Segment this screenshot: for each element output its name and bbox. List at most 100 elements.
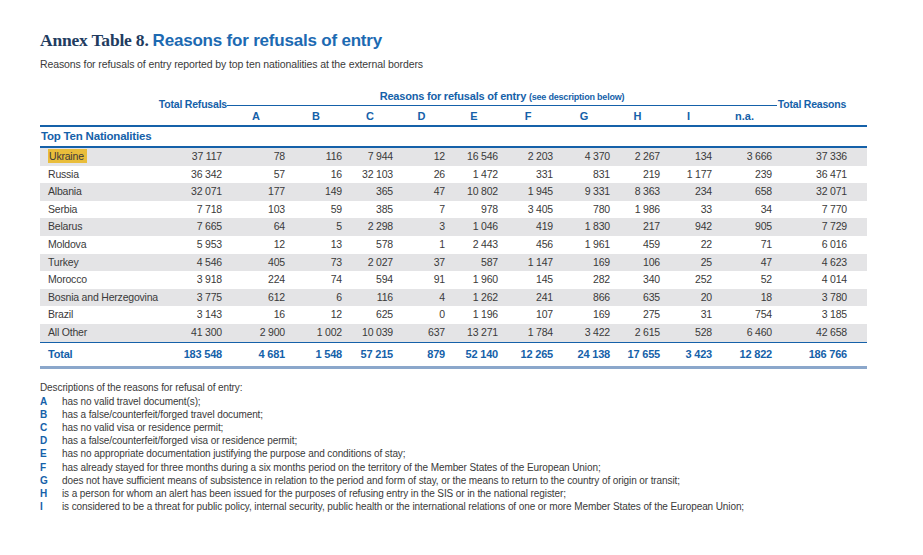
reasons-span-title: Reasons for refusals of entry <box>380 90 526 102</box>
col-header-letter-A: A <box>227 110 290 122</box>
table-cell: 3 185 <box>777 306 867 324</box>
table-cell: 219 <box>615 166 665 184</box>
col-header-letter-na: n.a. <box>717 110 777 122</box>
description-text: does not have sufficient means of subsis… <box>62 474 923 487</box>
total-cell: 12 265 <box>503 343 558 366</box>
table-cell: 6 460 <box>717 324 777 342</box>
total-cell: 3 423 <box>665 343 717 366</box>
table-row-turkey: Turkey4 546405732 027375871 147169106254… <box>40 254 867 272</box>
table-cell: 365 <box>347 183 398 201</box>
table-cell: 2 615 <box>615 324 665 342</box>
col-header-letter-F: F <box>503 110 558 122</box>
table-cell: 134 <box>665 148 717 166</box>
table-cell: 7 665 <box>165 218 227 236</box>
table-cell: 528 <box>665 324 717 342</box>
table-row-russia: Russia36 342571632 103261 4723318312191 … <box>40 166 867 184</box>
description-item-C: Chas no valid visa or residence permit; <box>40 421 923 434</box>
table-cell: 32 071 <box>777 183 867 201</box>
table-cell: 116 <box>347 289 398 307</box>
table-cell: 7 718 <box>165 201 227 219</box>
total-row-label: Total <box>40 343 165 366</box>
table-cell: 1 <box>398 236 450 254</box>
description-letter: C <box>40 421 62 434</box>
table-cell: 8 363 <box>615 183 665 201</box>
table-cell: 2 027 <box>347 254 398 272</box>
total-cell: 879 <box>398 343 450 366</box>
description-letter: G <box>40 474 62 487</box>
description-letter: F <box>40 461 62 474</box>
page-header: Annex Table 8.Reasons for refusals of en… <box>40 30 923 70</box>
table-cell: 612 <box>227 289 290 307</box>
table-cell: 26 <box>398 166 450 184</box>
table-cell: 1 945 <box>503 183 558 201</box>
table-cell: 149 <box>290 183 347 201</box>
table-cell: 978 <box>450 201 503 219</box>
table-cell: 3 <box>398 218 450 236</box>
table-cell: 224 <box>227 271 290 289</box>
col-header-letter-G: G <box>558 110 615 122</box>
row-label-ukraine: Ukraine <box>40 148 165 166</box>
table-cell: 831 <box>558 166 615 184</box>
table-cell: 16 <box>227 306 290 324</box>
description-text: has a false/counterfeit/forged travel do… <box>62 408 923 421</box>
table-cell: 13 271 <box>450 324 503 342</box>
table-cell: 47 <box>717 254 777 272</box>
table-cell: 456 <box>503 236 558 254</box>
col-header-total-refusals: Total Refusals <box>159 98 227 110</box>
table-cell: 866 <box>558 289 615 307</box>
table-cell: 13 <box>290 236 347 254</box>
total-cell: 4 681 <box>227 343 290 366</box>
table-cell: 37 <box>398 254 450 272</box>
table-bottom-rule <box>40 366 867 369</box>
table-row-albania: Albania32 0711771493654710 8021 9459 331… <box>40 183 867 201</box>
table-cell: 217 <box>615 218 665 236</box>
table-cell: 4 370 <box>558 148 615 166</box>
description-item-H: His a person for whom an alert has been … <box>40 487 923 500</box>
refusals-table: Total Refusals Reasons for refusals of e… <box>40 83 867 369</box>
table-cell: 25 <box>665 254 717 272</box>
table-cell: 36 342 <box>165 166 227 184</box>
table-cell: 1 830 <box>558 218 615 236</box>
table-cell: 22 <box>665 236 717 254</box>
table-row-morocco: Morocco3 91822474594911 9601452823402525… <box>40 271 867 289</box>
description-text: has no valid visa or residence permit; <box>62 421 923 434</box>
description-text: has already stayed for three months duri… <box>62 461 923 474</box>
table-cell: 4 014 <box>777 271 867 289</box>
table-cell: 252 <box>665 271 717 289</box>
description-letter: I <box>40 500 62 513</box>
descriptions-title: Descriptions of the reasons for refusal … <box>40 382 923 393</box>
table-cell: 3 666 <box>717 148 777 166</box>
total-cell: 186 766 <box>777 343 867 366</box>
table-cell: 73 <box>290 254 347 272</box>
table-cell: 1 147 <box>503 254 558 272</box>
table-cell: 33 <box>665 201 717 219</box>
table-cell: 340 <box>615 271 665 289</box>
table-cell: 754 <box>717 306 777 324</box>
description-letter: D <box>40 434 62 447</box>
table-cell: 282 <box>558 271 615 289</box>
table-cell: 31 <box>665 306 717 324</box>
table-body: Ukraine37 117781167 9441216 5462 2034 37… <box>40 148 867 342</box>
descriptions: Descriptions of the reasons for refusal … <box>40 382 923 514</box>
row-label-albania: Albania <box>40 183 165 201</box>
table-cell: 6 <box>290 289 347 307</box>
description-item-G: Gdoes not have sufficient means of subsi… <box>40 474 923 487</box>
col-header-reasons-span: Reasons for refusals of entry (see descr… <box>227 90 777 106</box>
table-cell: 7 944 <box>347 148 398 166</box>
table-cell: 780 <box>558 201 615 219</box>
table-cell: 18 <box>717 289 777 307</box>
table-cell: 20 <box>665 289 717 307</box>
table-row-ukraine: Ukraine37 117781167 9441216 5462 2034 37… <box>40 148 867 166</box>
description-text: has no appropriate documentation justify… <box>62 447 923 460</box>
table-cell: 942 <box>665 218 717 236</box>
description-text: is considered to be a threat for public … <box>62 500 923 513</box>
table-cell: 10 802 <box>450 183 503 201</box>
row-label-bosnia-and-herzegovina: Bosnia and Herzegovina <box>40 289 165 307</box>
table-cell: 32 071 <box>165 183 227 201</box>
table-cell: 74 <box>290 271 347 289</box>
col-header-letter-C: C <box>347 110 398 122</box>
total-cell: 12 822 <box>717 343 777 366</box>
table-cell: 635 <box>615 289 665 307</box>
col-header-total-reasons: Total Reasons <box>777 98 867 110</box>
col-header-letter-I: I <box>665 110 717 122</box>
